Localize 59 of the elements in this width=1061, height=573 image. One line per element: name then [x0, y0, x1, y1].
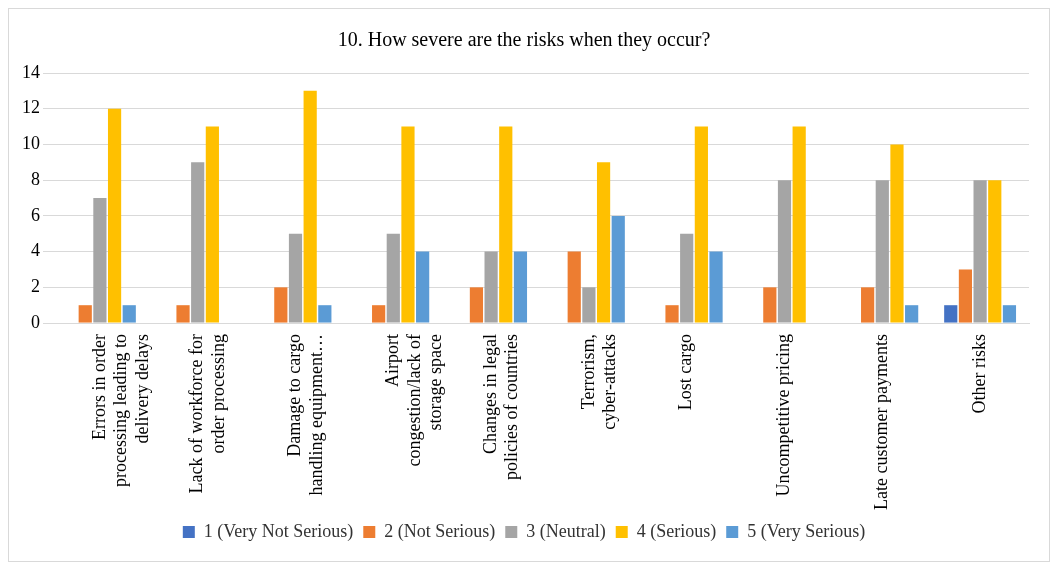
- bar: [107, 108, 122, 323]
- bar: [596, 162, 611, 323]
- bar: [513, 251, 528, 323]
- x-tick-label: Errors in order processing leading to delivery delays: [88, 334, 152, 488]
- bar: [386, 233, 400, 323]
- bar: [905, 305, 919, 323]
- y-tick-label: 10: [22, 133, 40, 154]
- bar: [861, 287, 875, 323]
- bar: [401, 126, 415, 323]
- bar: [680, 233, 694, 323]
- legend-label: 2 (Not Serious): [384, 520, 496, 542]
- bar: [567, 251, 581, 323]
- bar: [318, 305, 332, 323]
- bar: [122, 305, 136, 323]
- bar: [499, 126, 513, 323]
- y-tick-label: 14: [22, 61, 40, 82]
- bar: [469, 287, 484, 323]
- legend-label: 1 (Very Not Serious): [203, 520, 354, 542]
- bar: [777, 180, 792, 323]
- chart-title: 10. How severe are the risks when they occur?: [337, 28, 711, 52]
- bar: [875, 180, 889, 323]
- bar: [611, 215, 625, 323]
- bar: [792, 126, 806, 323]
- x-tick-label: Other risks: [968, 334, 989, 414]
- bar: [303, 90, 317, 323]
- x-tick-label: Lost cargo: [675, 334, 696, 411]
- y-tick-label: 8: [31, 168, 40, 189]
- x-tick-label: Late customer payments: [871, 334, 892, 511]
- bar: [988, 180, 1002, 323]
- bar: [665, 305, 679, 323]
- x-tick-label: Uncompetitive pricing: [773, 334, 794, 497]
- bar: [205, 126, 219, 323]
- bar: [93, 198, 107, 323]
- bar: [763, 287, 777, 323]
- y-tick-label: 4: [31, 240, 40, 261]
- bar: [288, 233, 303, 323]
- bar: [274, 287, 288, 323]
- y-tick-label: 6: [31, 204, 40, 225]
- bar: [484, 251, 498, 323]
- bar: [372, 305, 386, 323]
- bar: [176, 305, 190, 323]
- bar: [1002, 305, 1017, 323]
- bar: [416, 251, 430, 323]
- y-tick-label: 12: [22, 97, 40, 118]
- bar: [973, 180, 987, 323]
- bar: [694, 126, 708, 323]
- legend-label: 3 (Neutral): [526, 520, 606, 542]
- bar: [709, 251, 723, 323]
- bar: [78, 305, 92, 323]
- bar: [191, 162, 205, 323]
- legend-label: 4 (Serious): [636, 520, 717, 542]
- bar: [958, 269, 973, 323]
- bar: [890, 144, 904, 323]
- x-tick-label: Damage to cargo handling equipment…: [284, 334, 326, 496]
- y-tick-label: 0: [31, 311, 40, 332]
- bar: [944, 305, 958, 323]
- legend-label: 5 (Very Serious): [747, 520, 866, 542]
- y-tick-label: 2: [31, 276, 40, 297]
- bar: [582, 287, 596, 323]
